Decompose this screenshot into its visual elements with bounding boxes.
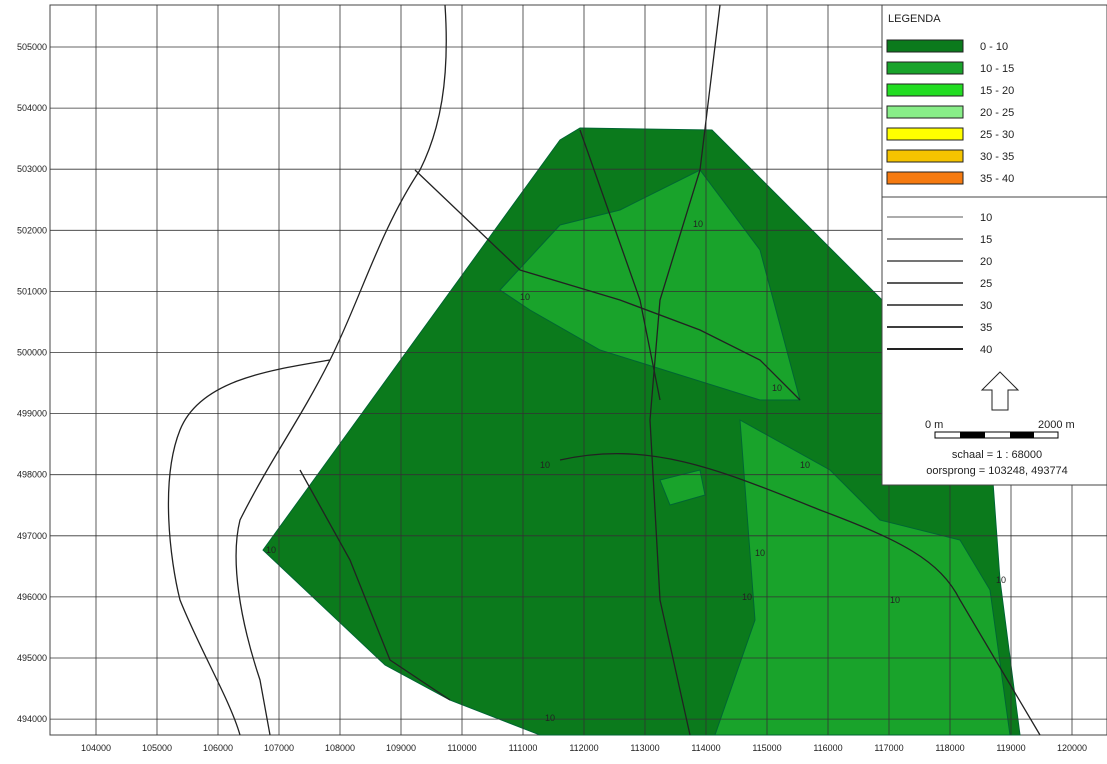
contour-label: 10 (520, 292, 530, 302)
legend-swatch (886, 171, 964, 185)
scale-start: 0 m (925, 419, 943, 431)
x-tick-label: 110000 (447, 743, 476, 753)
legend-label: 25 (980, 278, 992, 290)
road (649, 4, 721, 736)
legend-label: 0 - 10 (980, 41, 1008, 53)
y-tick-label: 497000 (17, 531, 47, 541)
x-tick-label: 115000 (752, 743, 781, 753)
x-tick-label: 114000 (691, 743, 720, 753)
y-tick-label: 502000 (17, 225, 47, 235)
x-tick-label: 109000 (386, 743, 416, 753)
y-tick-label: 503000 (17, 164, 47, 174)
contour-label: 10 (755, 548, 765, 558)
x-tick-label: 117000 (874, 743, 903, 753)
contour-labels: 10 10 10 10 10 10 10 10 10 10 10 (266, 219, 1006, 723)
legend-label: 10 - 15 (980, 63, 1014, 75)
contour-label: 10 (996, 575, 1006, 585)
road (299, 469, 451, 701)
x-tick-label: 108000 (325, 743, 355, 753)
legend-label: 10 (980, 212, 992, 224)
legend-label: 40 (980, 344, 992, 356)
x-tick-label: 106000 (203, 743, 233, 753)
scale-bar-segment (960, 432, 985, 438)
y-tick-label: 501000 (17, 286, 47, 296)
legend-swatch (886, 105, 964, 119)
x-tick-label: 112000 (569, 743, 598, 753)
zone-patch (659, 469, 706, 506)
legend-label: 15 (980, 234, 992, 246)
x-tick-label: 104000 (81, 743, 111, 753)
contour-label: 10 (800, 460, 810, 470)
y-tick-label: 496000 (17, 592, 47, 602)
y-tick-label: 504000 (17, 103, 47, 113)
legend-label: 20 (980, 256, 992, 268)
legend-title: LEGENDA (888, 13, 941, 25)
contour-label: 10 (540, 460, 550, 470)
legend: LEGENDA 0 - 10 10 - 15 15 - 20 20 - 25 25 - … (881, 4, 1107, 486)
x-tick-label: 116000 (813, 743, 842, 753)
legend-items: 0 - 10 10 - 15 15 - 20 20 - 25 25 - 30 30 - 3… (886, 39, 1014, 356)
road (167, 359, 331, 736)
x-tick-label: 119000 (996, 743, 1025, 753)
x-tick-label: 107000 (264, 743, 294, 753)
contour-label: 10 (545, 713, 555, 723)
legend-label: 15 - 20 (980, 85, 1014, 97)
y-tick-label: 495000 (17, 653, 47, 663)
legend-label: 30 (980, 300, 992, 312)
contour-label: 10 (890, 595, 900, 605)
scale-bar (934, 431, 1059, 439)
scale-ratio: schaal = 1 : 68000 (952, 449, 1042, 461)
legend-label: 35 - 40 (980, 173, 1014, 185)
grid: 104000 105000 106000 107000 108000 109000 1100… (17, 5, 1107, 753)
legend-label: 30 - 35 (980, 151, 1014, 163)
scale-bar-segment (1010, 432, 1034, 438)
contour-label: 10 (742, 592, 752, 602)
legend-box (881, 4, 1107, 486)
north-arrow (980, 371, 1020, 411)
contour-label: 10 (772, 383, 782, 393)
x-tick-label: 113000 (630, 743, 659, 753)
x-tick-label: 105000 (142, 743, 172, 753)
legend-swatch (886, 149, 964, 163)
road (559, 453, 1041, 736)
y-tick-label: 499000 (17, 409, 47, 419)
legend-label: 25 - 30 (980, 129, 1014, 141)
legend-label: 35 (980, 322, 992, 334)
roads (167, 4, 1041, 736)
contour-label: 10 (266, 545, 276, 555)
x-tick-label: 118000 (935, 743, 964, 753)
legend-swatch (886, 127, 964, 141)
road (235, 4, 447, 736)
y-tick-label: 500000 (17, 348, 47, 358)
scale-end: 2000 m (1038, 419, 1075, 431)
x-tick-label: 111000 (509, 743, 538, 753)
contour-label: 10 (693, 219, 703, 229)
y-tick-label: 505000 (17, 42, 47, 52)
y-tick-label: 494000 (17, 714, 47, 724)
x-tick-label: 120000 (1057, 743, 1087, 753)
road (414, 169, 801, 401)
y-tick-label: 498000 (17, 470, 47, 480)
road (579, 129, 661, 401)
legend-label: 20 - 25 (980, 107, 1014, 119)
origin: oorsprong = 103248, 493774 (926, 465, 1068, 477)
legend-swatch (886, 61, 964, 75)
legend-swatch (886, 83, 964, 97)
zones (262, 127, 1021, 736)
legend-swatch (886, 39, 964, 53)
